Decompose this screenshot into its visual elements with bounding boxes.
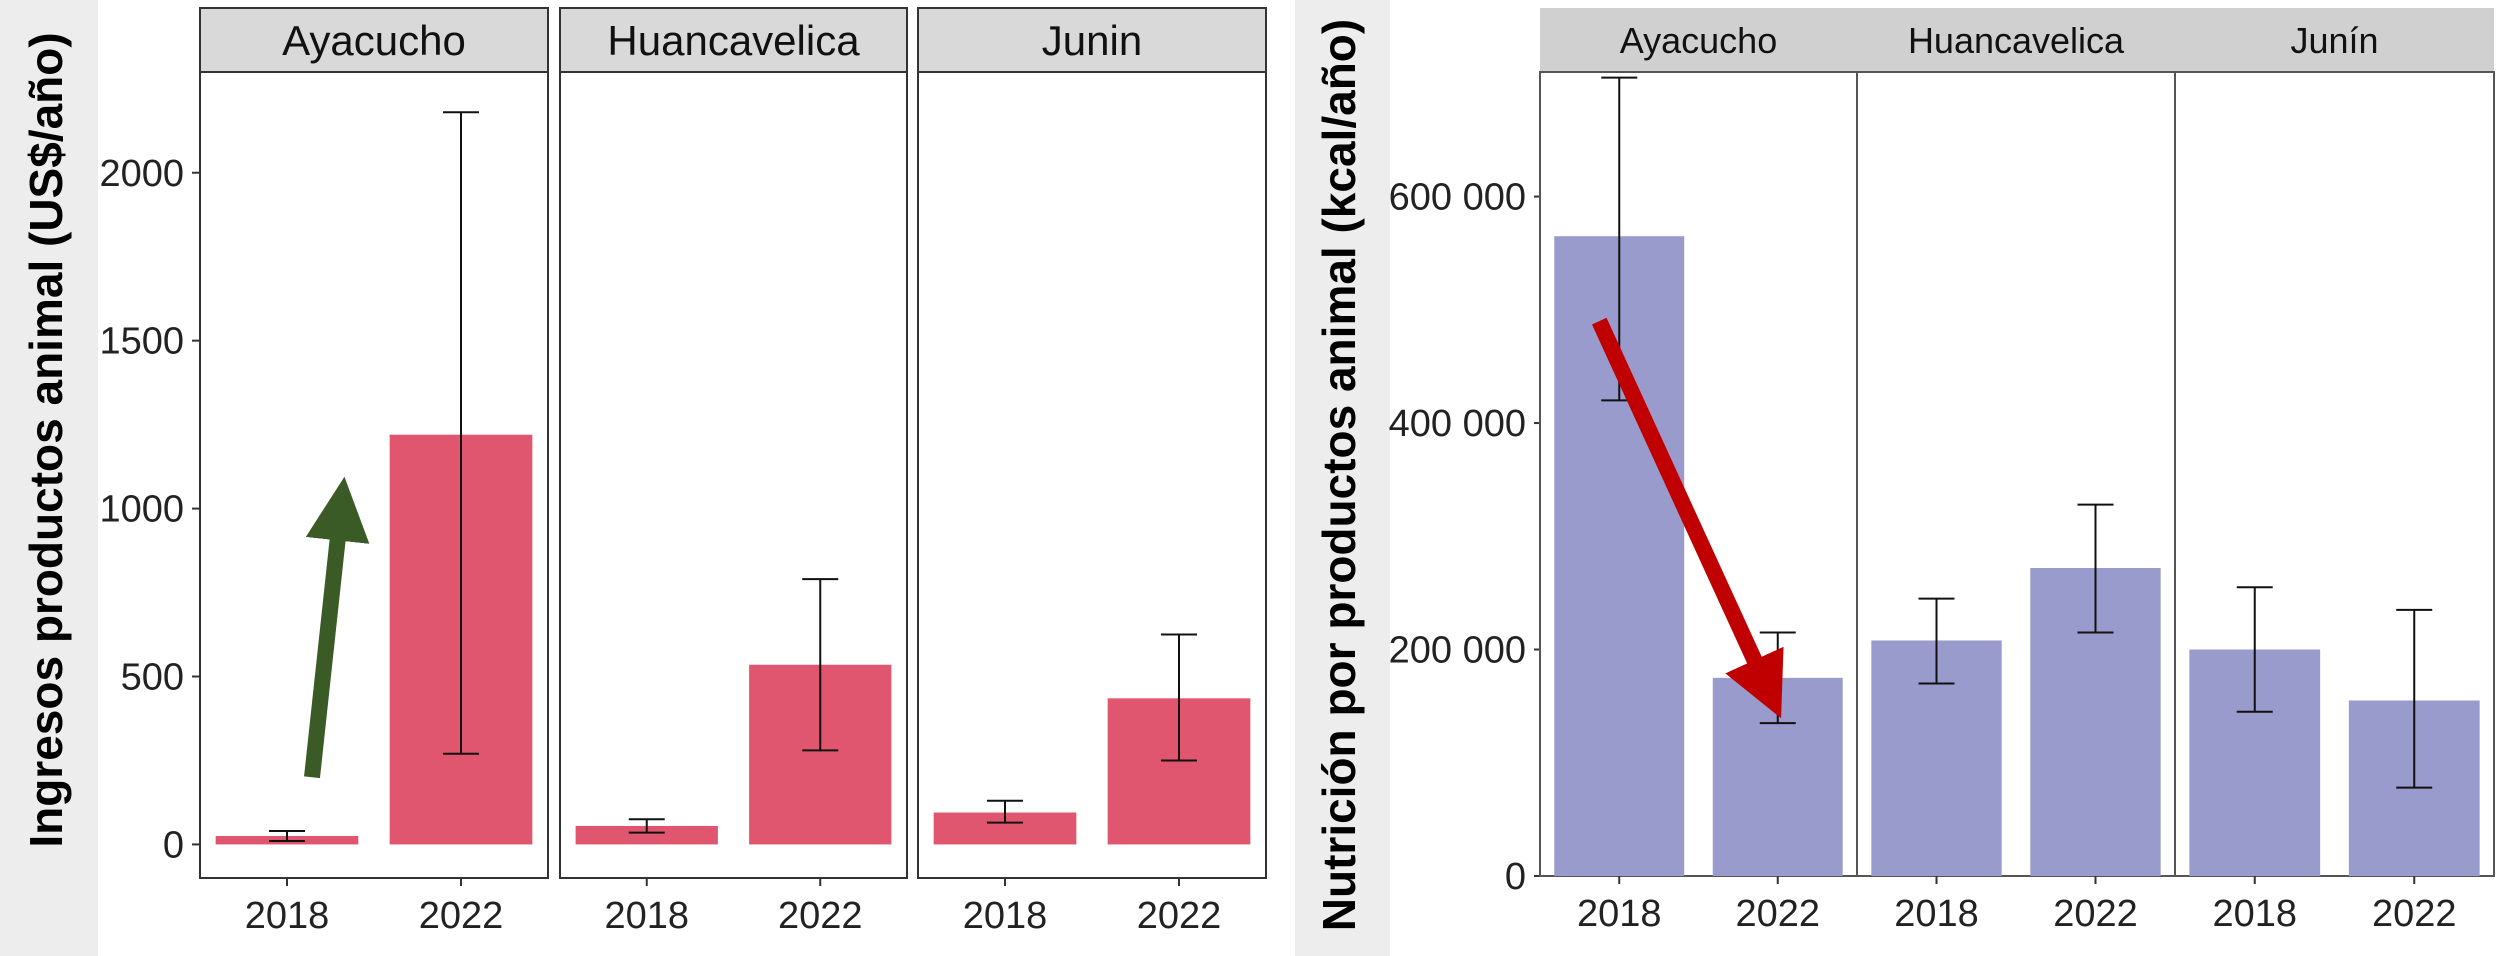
y-tick-label: 1000 <box>99 489 184 531</box>
panel-title: Junín <box>2290 20 2378 61</box>
panel-frame <box>917 71 1267 879</box>
ylabel-background <box>1295 0 1390 956</box>
panel-title: Junin <box>1042 17 1142 64</box>
income-y-axis: 0 500 1000 1500 2000 <box>99 153 200 866</box>
x-tick-label: 2022 <box>2053 893 2138 935</box>
y-tick-label: 0 <box>1505 856 1526 898</box>
panel-strip <box>1857 8 2175 72</box>
y-tick-label: 200 000 <box>1389 630 1526 672</box>
x-tick-label: 2018 <box>1894 893 1979 935</box>
trend-arrow <box>1591 317 1784 719</box>
income-ylabel: Ingresos productos animal (US$/año) <box>20 32 72 847</box>
x-tick-label: 2018 <box>245 895 330 937</box>
panel-junín: Junín 2018 2022 <box>2174 8 2495 935</box>
panel-strip <box>559 7 908 73</box>
trend-arrow <box>304 476 370 779</box>
x-tick-label: 2018 <box>604 895 689 937</box>
panel-strip <box>2175 8 2494 72</box>
panel-title: Huancavelica <box>607 17 860 64</box>
panel-title: Huancavelica <box>1908 20 2125 61</box>
panel-strip <box>1540 8 1857 72</box>
panel-title: Ayacucho <box>282 17 466 64</box>
panel-strip <box>917 7 1267 73</box>
panel-frame <box>199 71 549 879</box>
y-tick-label: 0 <box>163 824 184 866</box>
panel-frame <box>559 71 908 879</box>
bar-huancavelica-2018 <box>575 825 718 845</box>
nutrition-chart: Nutrición por productos animal (kcal/año… <box>1295 0 2495 956</box>
x-tick-label: 2022 <box>1735 893 1820 935</box>
x-tick-label: 2022 <box>419 895 504 937</box>
x-tick-label: 2022 <box>1137 895 1222 937</box>
ylabel-background <box>0 0 98 956</box>
panel-frame <box>2174 71 2495 877</box>
panel-ayacucho: Ayacucho 2018 2022 <box>199 7 549 937</box>
x-tick-label: 2022 <box>778 895 863 937</box>
panel-title: Ayacucho <box>1620 20 1777 61</box>
panel-huancavelica: Huancavelica 2018 2022 <box>559 7 908 937</box>
y-tick-label: 400 000 <box>1389 403 1526 445</box>
panel-huancavelica: Huancavelica 2018 2022 <box>1856 8 2176 935</box>
y-tick-label: 500 <box>121 657 184 699</box>
y-tick-label: 1500 <box>99 321 184 363</box>
panel-ayacucho: Ayacucho 2018 2022 <box>1539 8 1858 935</box>
y-tick-label: 2000 <box>99 153 184 195</box>
income-chart: Ingresos productos animal (US$/año) 0 500… <box>0 0 1267 956</box>
x-tick-label: 2018 <box>963 895 1048 937</box>
panel-junin: Junin 2018 2022 <box>917 7 1267 937</box>
x-tick-label: 2018 <box>2212 893 2297 935</box>
nutrition-ylabel: Nutrición por productos animal (kcal/año… <box>1313 19 1365 931</box>
panel-strip <box>199 7 549 73</box>
x-tick-label: 2018 <box>1577 893 1662 935</box>
y-tick-label: 600 000 <box>1389 177 1526 219</box>
nutrition-y-axis: 0 200 000 400 000 600 000 <box>1389 177 1540 898</box>
x-tick-label: 2022 <box>2372 893 2457 935</box>
